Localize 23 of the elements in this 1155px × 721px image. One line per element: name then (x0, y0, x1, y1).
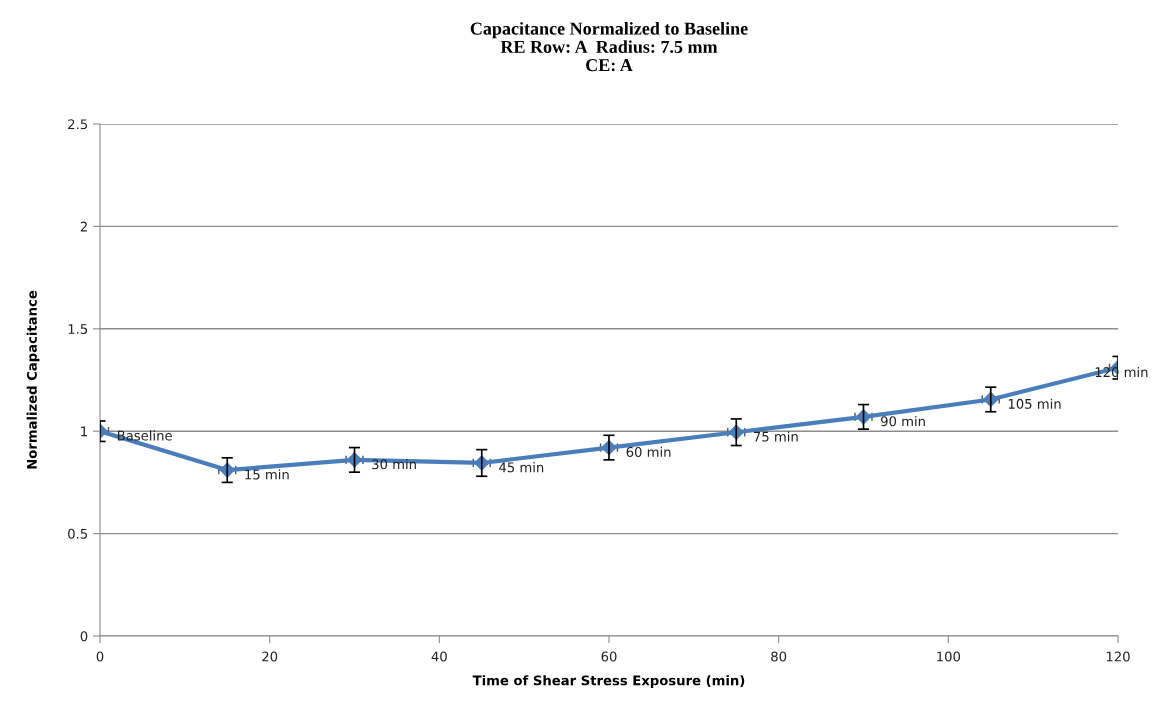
annotation: 45 min (499, 462, 544, 473)
x-tick-label: 100 (937, 651, 961, 662)
y-axis-title: Normalized Capacitance (26, 290, 40, 469)
annotation: 105 min (1008, 398, 1061, 409)
annotation: Baseline (117, 430, 172, 441)
x-tick-label: 80 (771, 651, 787, 662)
x-axis-title: Time of Shear Stress Exposure (min) (472, 675, 745, 688)
y-tick-label: 2 (80, 221, 87, 232)
y-tick-label: 1.5 (68, 324, 88, 334)
y-tick-label: 0 (80, 631, 88, 642)
annotation: 15 min (245, 469, 289, 480)
x-tick-label: 60 (601, 651, 617, 662)
annotation: 75 min (754, 431, 798, 442)
y-tick-label: 2.5 (68, 119, 88, 130)
chart-title: Capacitance Normalized to Baseline RE Row: A Radius: 7.5 mm CE: A (470, 22, 748, 72)
x-tick-label: 0 (96, 651, 104, 662)
x-tick-label: 40 (431, 651, 447, 662)
x-tick-label: 120 (1106, 651, 1130, 662)
x-tick-label: 20 (262, 651, 278, 662)
annotation: 60 min (626, 446, 671, 457)
y-tick-label: 0.5 (68, 528, 88, 539)
annotation: 90 min (881, 416, 925, 427)
y-tick-label: 1 (81, 426, 87, 437)
